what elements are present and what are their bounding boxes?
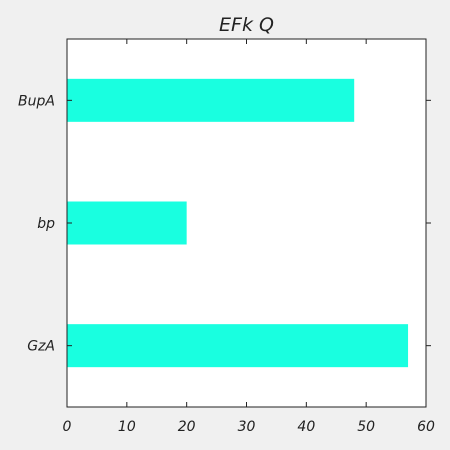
bar-gza [67,324,409,368]
bars-group [67,78,409,368]
y-tick-label: GzA [27,339,55,355]
bar-bupa [67,78,355,122]
chart-title: EFk Q [219,14,274,36]
x-ticks-group: 0 10 20 30 40 50 60 [63,39,435,435]
y-tick-label: bp [37,216,55,232]
y-tick-label: BupA [18,93,55,109]
plot-frame [66,38,427,408]
x-tick-label: 0 [63,419,72,435]
x-tick-label: 30 [238,419,256,435]
bar-bp [67,201,187,245]
x-tick-label: 10 [118,419,136,435]
x-tick-label: 40 [297,419,315,435]
x-tick-label: 50 [357,419,375,435]
x-tick-label: 60 [417,419,435,435]
x-tick-label: 20 [178,419,196,435]
y-ticks-group: BupA bp GzA [18,93,431,355]
